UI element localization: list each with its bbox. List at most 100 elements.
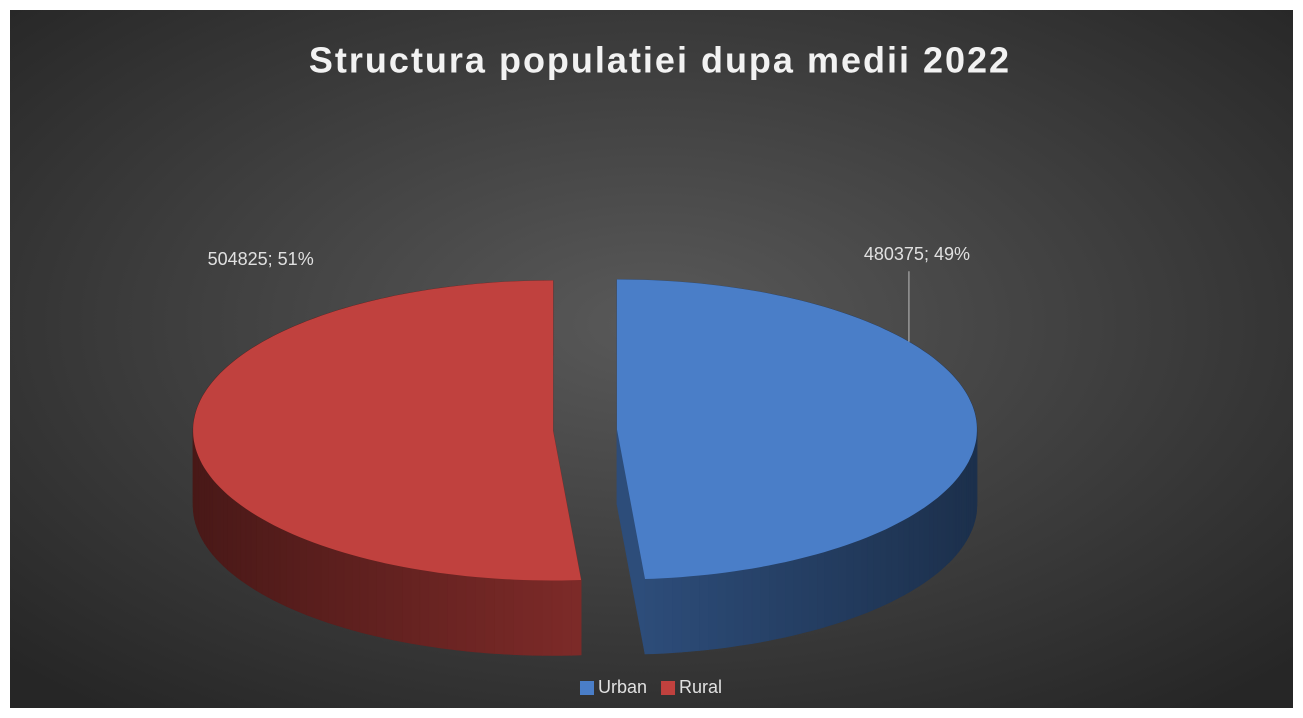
slice-side <box>928 500 934 581</box>
chart-title: Structura populatiei dupa medii 2022 <box>309 40 1011 81</box>
slice-side <box>824 549 833 628</box>
slice-side <box>279 527 287 607</box>
slice-side <box>393 564 403 643</box>
slice-side <box>335 549 345 629</box>
slice-top <box>193 280 582 581</box>
slice-side <box>903 516 910 596</box>
slice-side <box>513 579 524 656</box>
slice-side <box>776 561 786 640</box>
pie-slice <box>192 280 582 656</box>
legend-swatch <box>661 681 676 695</box>
slice-side <box>419 569 430 647</box>
slice-side <box>542 580 553 656</box>
slice-side <box>734 569 744 647</box>
slice-side <box>522 579 534 656</box>
slice-side <box>616 429 646 655</box>
slice-side <box>561 579 572 656</box>
slice-side <box>937 493 943 574</box>
slice-side <box>716 572 727 649</box>
slice-side <box>784 559 794 638</box>
slice-side <box>768 563 778 641</box>
legend-swatch <box>580 681 594 695</box>
slice-side <box>212 478 217 560</box>
slice-side <box>955 475 960 556</box>
slice-side <box>831 547 840 626</box>
slice-side <box>690 575 700 652</box>
slice-side <box>532 579 543 656</box>
slice-side <box>256 514 263 595</box>
slice-side <box>351 554 361 633</box>
slice-side <box>918 507 925 587</box>
slice-side <box>879 528 887 608</box>
slice-side <box>292 533 301 613</box>
slice-side <box>933 497 939 577</box>
slice-side <box>948 482 954 563</box>
slice-side <box>236 501 242 581</box>
slice-side <box>644 578 655 655</box>
slice-side <box>873 531 881 611</box>
slice-side <box>751 566 761 644</box>
slice-side <box>402 566 412 644</box>
slice-side <box>285 530 294 610</box>
slice-side <box>838 544 847 623</box>
slice-side <box>299 536 307 616</box>
slice-side <box>571 579 582 656</box>
slice-side <box>245 508 252 588</box>
slice-side <box>306 539 315 619</box>
data-label: 504825; 51% <box>208 249 314 269</box>
slice-side <box>725 570 736 648</box>
slice-side <box>662 577 673 654</box>
slice-side <box>209 475 214 556</box>
slice-side <box>699 574 709 651</box>
slice-side <box>227 493 233 574</box>
legend-label: Urban <box>598 677 647 697</box>
slice-side <box>428 570 439 649</box>
slice-side <box>966 460 969 542</box>
slice-side <box>885 525 893 605</box>
slice-side <box>945 486 950 567</box>
slice-side <box>708 573 718 650</box>
slice-side <box>328 547 337 626</box>
slice-side <box>743 568 753 646</box>
slice-side <box>958 471 962 553</box>
slice-side <box>261 518 269 598</box>
slice-top <box>617 279 977 579</box>
slice-side <box>240 504 247 585</box>
slice-side <box>219 486 224 567</box>
slice-side <box>359 556 369 635</box>
slice-side <box>465 575 476 653</box>
slice-side <box>808 553 818 632</box>
pie-slice <box>616 279 978 655</box>
slice-side <box>410 568 421 646</box>
slice-side <box>859 537 868 616</box>
slice-side <box>816 551 825 630</box>
slice-side <box>313 542 322 621</box>
slice-side <box>852 539 861 619</box>
slice-side <box>204 467 208 548</box>
slice-side <box>206 471 211 552</box>
slice-side <box>367 558 377 637</box>
slice-side <box>963 464 967 546</box>
legend-label: Rural <box>679 677 722 697</box>
slice-side <box>223 490 228 571</box>
slice-side <box>923 503 930 584</box>
slice-side <box>897 519 904 599</box>
slice-side <box>447 573 458 651</box>
slice-side <box>201 463 205 545</box>
slice-side <box>891 522 899 602</box>
slice-side <box>494 578 505 655</box>
slice-side <box>267 521 275 601</box>
slice-side <box>681 575 691 653</box>
slice-side <box>961 468 965 549</box>
slice-side <box>845 542 854 621</box>
slice-side <box>215 482 221 563</box>
slice-side <box>484 577 495 654</box>
slice-side <box>475 576 486 654</box>
slice-side <box>913 510 920 590</box>
slice-side <box>941 490 946 570</box>
slice-side <box>343 552 353 631</box>
slice-side <box>437 572 448 650</box>
slice-side <box>653 577 664 655</box>
slice-side <box>760 565 770 643</box>
